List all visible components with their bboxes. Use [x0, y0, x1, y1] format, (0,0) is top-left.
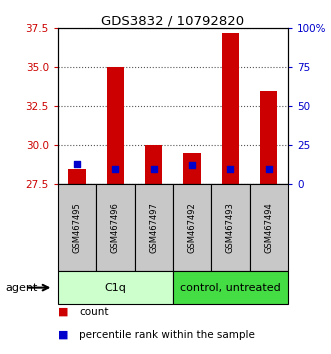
Text: ■: ■	[58, 307, 69, 316]
Text: percentile rank within the sample: percentile rank within the sample	[79, 330, 255, 339]
Bar	[211, 184, 250, 271]
Bar	[250, 184, 288, 271]
Bar	[183, 153, 201, 184]
Text: GSM467492: GSM467492	[188, 202, 197, 253]
Point	[74, 161, 80, 167]
Bar	[135, 184, 173, 271]
Bar	[222, 33, 239, 184]
Text: GSM467493: GSM467493	[226, 202, 235, 253]
Bar	[107, 67, 124, 184]
Point	[189, 162, 195, 168]
Bar	[173, 184, 211, 271]
Title: GDS3832 / 10792820: GDS3832 / 10792820	[101, 14, 245, 27]
Text: agent: agent	[5, 282, 37, 293]
Bar	[260, 91, 277, 184]
Text: GSM467495: GSM467495	[72, 202, 82, 253]
Bar	[58, 184, 96, 271]
Bar	[69, 169, 86, 184]
Text: ■: ■	[58, 330, 69, 339]
Point	[113, 166, 118, 171]
Bar	[145, 145, 163, 184]
Text: control, untreated: control, untreated	[180, 282, 281, 293]
Bar	[96, 184, 135, 271]
Bar	[58, 271, 173, 304]
Point	[266, 166, 271, 171]
Bar	[173, 271, 288, 304]
Text: count: count	[79, 307, 109, 316]
Point	[228, 166, 233, 171]
Text: GSM467494: GSM467494	[264, 202, 273, 253]
Text: C1q: C1q	[105, 282, 126, 293]
Point	[151, 166, 157, 171]
Text: GSM467497: GSM467497	[149, 202, 158, 253]
Text: GSM467496: GSM467496	[111, 202, 120, 253]
